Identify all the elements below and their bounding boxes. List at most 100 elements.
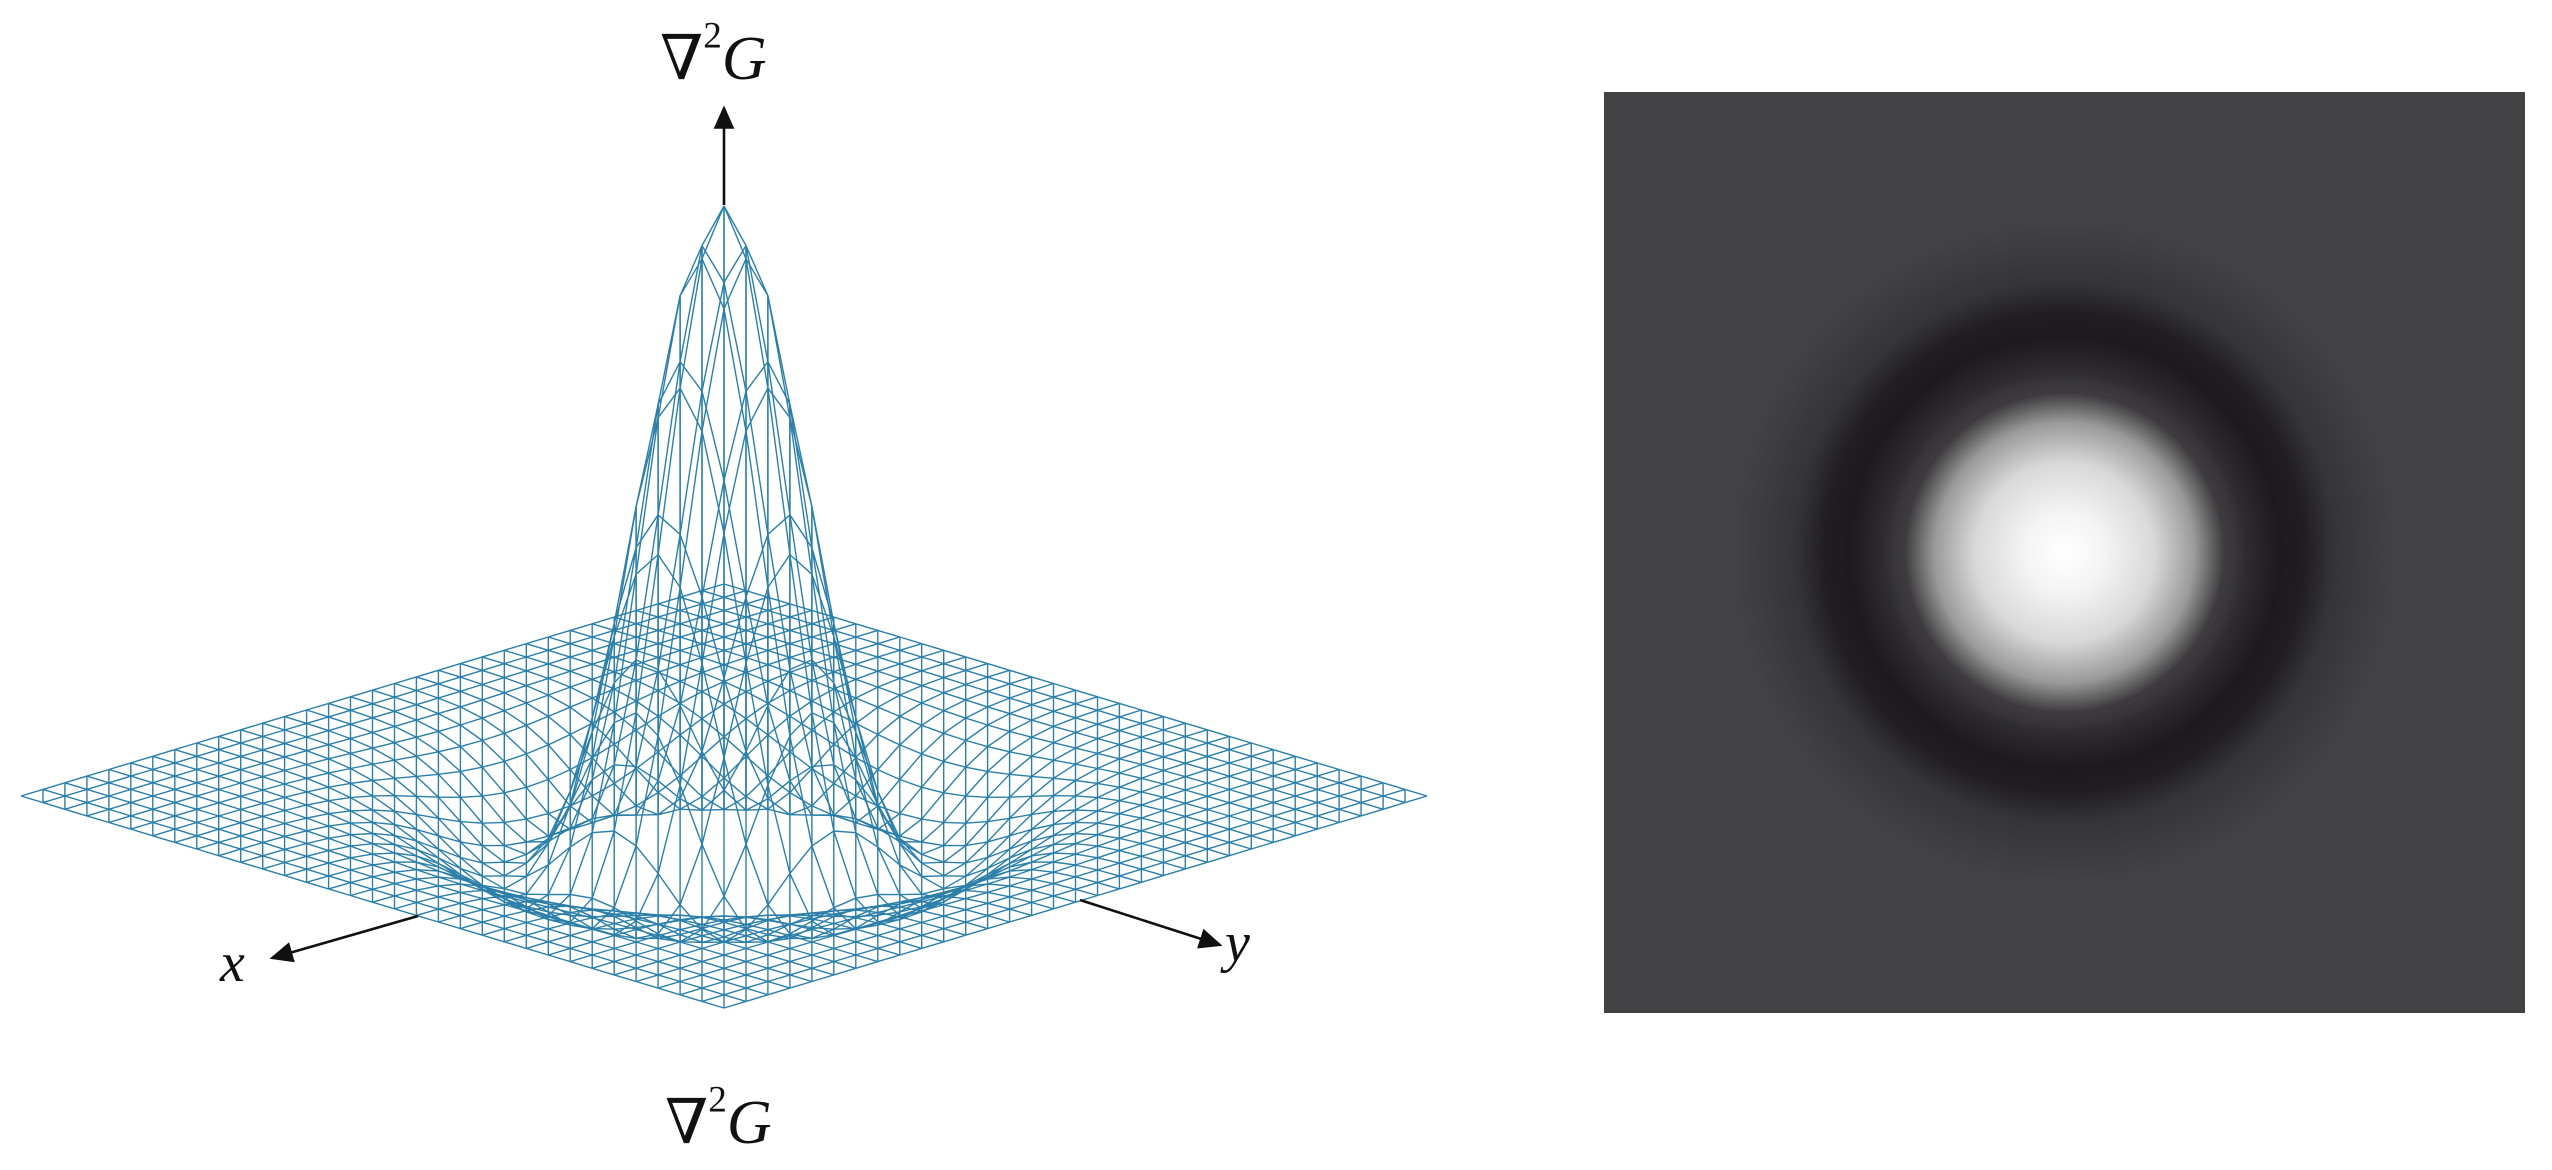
mesh-line: [437, 796, 461, 823]
mesh-line: [943, 821, 966, 824]
mesh-line: [591, 795, 615, 817]
mesh-line: [1294, 815, 1318, 824]
mesh-line: [438, 745, 461, 753]
mesh-line: [372, 864, 395, 873]
mesh-line: [1119, 813, 1142, 819]
mesh-line: [1031, 869, 1054, 873]
mesh-line: [811, 768, 835, 785]
x-axis-label: x: [220, 932, 245, 994]
mesh-line: [613, 659, 637, 684]
mesh-line: [965, 867, 988, 877]
mesh-line: [547, 744, 571, 771]
mesh-line: [987, 724, 1010, 733]
mesh-line: [526, 835, 549, 843]
mesh-line: [701, 928, 725, 943]
mesh-line: [1097, 743, 1120, 755]
mesh-line: [987, 676, 1010, 685]
mesh-line: [789, 514, 813, 549]
mesh-line: [482, 915, 505, 923]
mesh-line: [657, 784, 681, 874]
mesh-line: [196, 808, 219, 817]
mesh-line: [482, 792, 505, 797]
mesh-line: [987, 848, 1011, 869]
mesh-line: [1316, 782, 1340, 791]
mesh-line: [745, 929, 769, 937]
mesh-line: [547, 791, 571, 844]
mesh-line: [592, 934, 615, 943]
mesh-line: [482, 895, 505, 900]
mesh-line: [416, 697, 439, 706]
mesh-line: [965, 795, 988, 798]
mesh-line: [745, 798, 769, 811]
mesh-line: [284, 722, 307, 731]
mesh-line: [394, 824, 417, 842]
mesh-line: [1075, 767, 1098, 782]
mesh-line: [416, 908, 439, 917]
mesh-line: [745, 947, 769, 956]
mesh-line: [921, 656, 944, 665]
mesh-line: [284, 822, 307, 832]
mesh-line: [1009, 848, 1032, 859]
mesh-line: [789, 735, 813, 847]
mesh-line: [372, 742, 395, 749]
mesh-line: [328, 862, 351, 871]
mesh-line: [416, 751, 439, 757]
mesh-line: [1075, 689, 1098, 698]
mesh-line: [438, 770, 461, 775]
mesh-line: [613, 636, 637, 645]
mesh-line: [855, 722, 879, 736]
mesh-line: [416, 855, 439, 868]
mesh-line: [372, 871, 395, 878]
mesh-line: [482, 928, 505, 936]
mesh-line: [723, 916, 747, 921]
mesh-line: [943, 792, 966, 797]
mesh-line: [1272, 828, 1296, 837]
mesh-line: [86, 795, 110, 804]
mesh-line: [877, 846, 901, 866]
mesh-line: [679, 705, 703, 752]
mesh-line: [1053, 861, 1076, 866]
mesh-line: [679, 662, 703, 786]
mesh-line: [899, 906, 922, 912]
mesh-line: [262, 789, 285, 798]
mesh-line: [240, 769, 263, 778]
mesh-line: [855, 917, 878, 924]
mesh-line: [328, 758, 351, 770]
mesh-line: [394, 843, 417, 850]
mesh-line: [262, 742, 285, 751]
mesh-line: [679, 636, 703, 645]
mesh-line: [745, 967, 769, 976]
mesh-line: [921, 895, 944, 903]
mesh-line: [262, 835, 285, 844]
mesh-line: [108, 795, 132, 804]
mesh-line: [262, 848, 285, 857]
mesh-line: [965, 820, 988, 824]
mesh-line: [1207, 828, 1230, 837]
mesh-line: [526, 663, 549, 672]
mesh-line: [635, 514, 659, 661]
mesh-line: [657, 636, 681, 645]
mesh-line: [1272, 775, 1296, 784]
mesh-line: [855, 649, 879, 658]
mesh-line: [899, 786, 923, 815]
mesh-line: [877, 649, 901, 658]
mesh-line: [701, 629, 725, 638]
mesh-line: [372, 901, 395, 910]
mesh-line: [745, 784, 769, 845]
mesh-line: [855, 686, 879, 699]
mesh-line: [833, 830, 856, 834]
mesh-line: [459, 770, 483, 797]
mesh-line: [548, 901, 571, 907]
mesh-line: [547, 846, 571, 895]
mesh-line: [415, 755, 439, 775]
mesh-line: [679, 980, 703, 989]
mesh-line: [811, 574, 835, 723]
mesh-line: [701, 623, 725, 632]
mesh-line: [1294, 788, 1318, 797]
mesh-line: [987, 662, 1010, 671]
mesh-line: [1251, 801, 1274, 810]
mesh-line: [372, 888, 395, 897]
mesh-line: [921, 663, 944, 672]
mesh-line: [1053, 882, 1076, 890]
mesh-line: [701, 649, 725, 659]
